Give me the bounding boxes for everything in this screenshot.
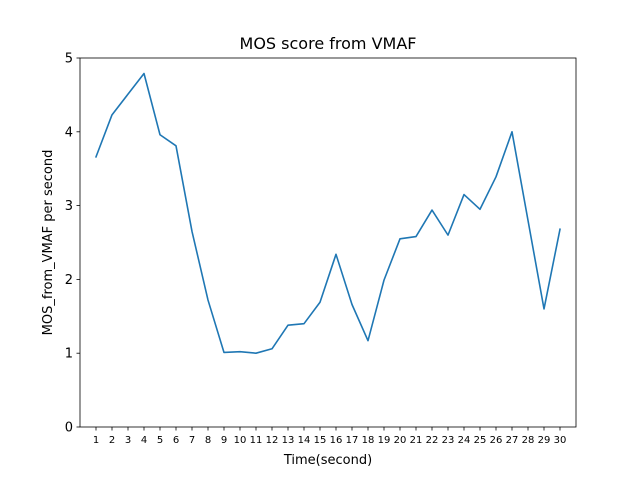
x-tick-label: 20	[394, 435, 407, 446]
x-tick-label: 23	[442, 435, 455, 446]
x-axis: 1 2 3 4 5 6 7 8 9 10 11 12 13 14 15 16 17 18 19 20 21 22 23 24 2…	[93, 427, 567, 446]
x-tick-label: 28	[522, 435, 535, 446]
y-tick-label: 5	[65, 52, 73, 67]
series-layer	[94, 72, 561, 355]
x-tick-label: 18	[362, 435, 375, 446]
y-tick-label: 2	[65, 273, 73, 288]
x-tick-label: 3	[125, 435, 131, 446]
x-tick-label: 4	[141, 435, 147, 446]
x-tick-label: 27	[506, 435, 519, 446]
x-tick-label: 24	[458, 435, 471, 446]
y-tick-label: 3	[65, 199, 73, 214]
x-tick-label: 10	[234, 435, 247, 446]
x-tick-label: 29	[538, 435, 551, 446]
x-tick-label: 5	[157, 435, 163, 446]
x-axis-label: Time(second)	[283, 453, 372, 468]
x-tick-label: 19	[378, 435, 391, 446]
x-tick-label: 11	[250, 435, 263, 446]
x-tick-label: 16	[330, 435, 343, 446]
x-tick-label: 17	[346, 435, 359, 446]
x-tick-label: 12	[266, 435, 279, 446]
x-tick-label: 30	[554, 435, 567, 446]
x-tick-label: 7	[189, 435, 195, 446]
x-tick-label: 25	[474, 435, 487, 446]
x-tick-label: 8	[205, 435, 211, 446]
x-tick-label: 9	[221, 435, 227, 446]
series-line-0	[94, 72, 561, 355]
x-tick-label: 26	[490, 435, 503, 446]
y-tick-label: 4	[65, 125, 73, 140]
y-tick-label: 0	[65, 421, 73, 436]
x-tick-label: 13	[282, 435, 295, 446]
x-tick-label: 1	[93, 435, 99, 446]
x-tick-label: 6	[173, 435, 179, 446]
x-tick-label: 15	[314, 435, 327, 446]
x-tick-label: 14	[298, 435, 311, 446]
y-axis-label: MOS_from_VMAF per second	[41, 150, 56, 336]
plot-frame	[79, 57, 577, 428]
x-tick-label: 2	[109, 435, 115, 446]
y-axis: 0 1 2 3 4 5	[65, 52, 80, 436]
y-tick-label: 1	[65, 347, 73, 362]
x-tick-label: 22	[426, 435, 439, 446]
x-tick-label: 21	[410, 435, 423, 446]
chart-title: MOS score from VMAF	[240, 34, 417, 53]
